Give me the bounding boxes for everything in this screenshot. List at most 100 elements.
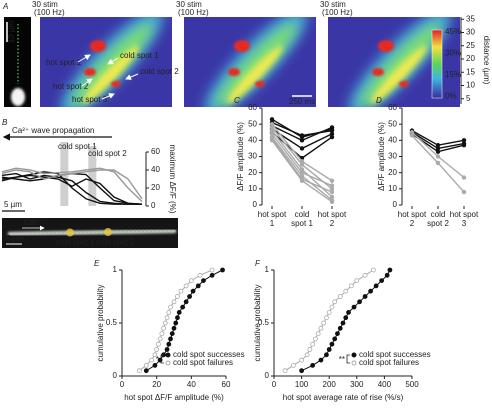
series-line [1, 172, 142, 205]
data-point [435, 160, 441, 166]
data-point [329, 304, 335, 310]
data-point [171, 325, 177, 331]
heatmap-annotation: hot spot 1 [46, 58, 82, 67]
data-point [379, 278, 385, 284]
data-point [384, 272, 390, 278]
heatmap-band [359, 22, 441, 107]
y-tick-label: 0 [393, 200, 398, 209]
data-point [188, 278, 194, 284]
data-point [318, 357, 324, 363]
y-tick-label: 40 [388, 135, 397, 144]
data-point [152, 362, 158, 368]
data-point [166, 309, 172, 315]
legend-marker [165, 360, 171, 366]
data-point [166, 341, 172, 347]
data-point [335, 331, 340, 337]
data-point [329, 341, 335, 347]
x-tick-label: 500 [405, 380, 419, 389]
x-tick-label: 60 [222, 380, 231, 389]
panel-label: C [234, 96, 240, 105]
data-point [310, 362, 316, 368]
data-point [332, 336, 338, 342]
data-point [168, 304, 173, 310]
data-point [368, 288, 374, 294]
data-point [312, 336, 318, 342]
data-point [149, 357, 154, 363]
data-point [326, 309, 332, 315]
significance-bracket [346, 354, 350, 364]
x-axis-label: hot spot average rate of rise (%/s) [283, 393, 404, 402]
data-point [351, 304, 357, 310]
heatmap [184, 17, 316, 107]
distance-tick-label: 35 [466, 14, 475, 23]
data-point [143, 368, 149, 374]
hot-spot [234, 40, 250, 52]
image-label: cold spot 1 [56, 238, 95, 247]
heatmap-band [215, 22, 297, 107]
x-tick-label: hot spot 2 [397, 210, 427, 228]
data-point [299, 146, 305, 151]
hot-spot [255, 81, 265, 87]
y-axis-label: ΔF/F amplitude (%) [236, 122, 245, 191]
y-tick-label: 60 [151, 147, 160, 156]
data-point [348, 283, 354, 289]
y-axis-label: ΔF/F amplitude (%) [377, 122, 386, 191]
stim-label: (100 Hz) [34, 8, 65, 17]
x-tick-label: 20 [152, 380, 161, 389]
cold-spot-band [88, 146, 97, 206]
dendrite-scan [29, 230, 177, 234]
heatmap-band [370, 45, 427, 104]
annotation-arrow [101, 93, 115, 100]
image-label: cold spot 2 [96, 238, 135, 247]
data-point [354, 278, 360, 284]
hot-spot [111, 81, 121, 87]
distance-tick-label: 15 [466, 67, 475, 76]
data-point [307, 347, 313, 352]
hot-spot [372, 68, 384, 76]
y-tick-label: 60 [248, 103, 257, 112]
data-point [461, 142, 467, 148]
data-point [183, 283, 189, 289]
data-point [321, 320, 327, 326]
data-point [337, 294, 343, 299]
distance-tick-label: 5 [466, 94, 471, 103]
data-point [362, 272, 368, 278]
time-bar-label: 250 ms [289, 97, 315, 106]
data-point [329, 183, 335, 188]
data-point [183, 299, 189, 305]
data-point [299, 133, 305, 138]
x-tick-label: hot spot 3 [449, 210, 479, 228]
stim-label: (100 Hz) [178, 8, 209, 17]
legend-label: cold spot failures [173, 358, 233, 367]
heatmap-annotation: cold spot 2 [140, 67, 179, 76]
y-tick-label: 50 [248, 119, 257, 128]
panel-label: A [2, 2, 8, 11]
x-tick-label: hot spot 1 [257, 210, 287, 228]
data-point [173, 320, 179, 326]
panel-label: F [255, 259, 261, 268]
scale-bar-label: 5 µm [4, 200, 22, 209]
hot-spot [228, 68, 240, 76]
data-point [299, 368, 305, 374]
heatmap-band [71, 22, 153, 107]
data-point [326, 347, 332, 352]
y-axis-label: cumulative probability [253, 285, 262, 362]
y-axis-label: cumulative probability [96, 285, 105, 362]
cold-spot-marker [66, 228, 74, 237]
data-point [315, 331, 321, 337]
significance-bracket [160, 354, 164, 364]
annotation-arrow [125, 73, 139, 80]
distance-tick-label: 20 [466, 54, 475, 63]
data-point [154, 347, 160, 352]
x-tick-label: cold spot 2 [427, 210, 449, 228]
legend-label: cold spot successes [173, 350, 245, 359]
data-point [324, 315, 329, 321]
x-tick-label: cold spot 1 [291, 210, 313, 228]
heatmap-band [82, 45, 139, 104]
data-point [290, 362, 296, 368]
heatmap-band [226, 45, 283, 104]
colorbar [431, 29, 443, 99]
stim-label: 30 stim [176, 0, 202, 9]
data-point [157, 336, 163, 342]
image-scale-bar-label: 10 µm [7, 20, 16, 43]
